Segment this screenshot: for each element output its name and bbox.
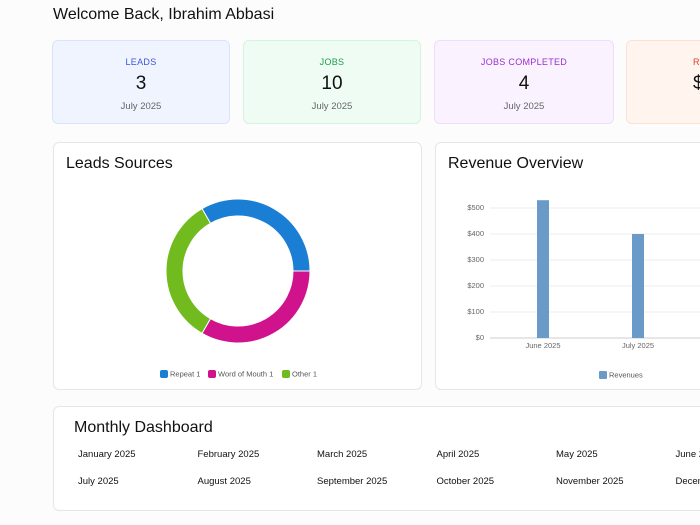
month-item[interactable]: December 2025 (675, 476, 700, 487)
month-item[interactable]: May 2025 (556, 449, 598, 460)
card-value: 3 (135, 73, 147, 94)
month-item[interactable]: March 2025 (317, 449, 368, 460)
card-value: 10 (321, 73, 343, 94)
card-label: LEADS (125, 57, 157, 67)
jobs-completed-card[interactable]: JOBS COMPLETED 4 July 2025 (434, 40, 614, 124)
card-value: 4 (518, 73, 530, 94)
month-item[interactable]: January 2025 (78, 449, 136, 460)
panel-title: Monthly Dashboard (74, 419, 213, 436)
card-label: JOBS COMPLETED (480, 57, 568, 67)
card-period: July 2025 (120, 101, 162, 112)
card-label: JOBS (319, 57, 345, 67)
monthly-panel: Monthly Dashboard (53, 406, 700, 511)
month-item[interactable]: August 2025 (197, 476, 251, 487)
month-item[interactable]: July 2025 (78, 476, 119, 487)
leads-panel: Leads Sources (53, 142, 422, 390)
card-period: July 2025 (503, 101, 545, 112)
month-item[interactable]: June 2025 (675, 449, 700, 460)
jobs-card[interactable]: JOBS 10 July 2025 (243, 40, 421, 124)
revenue-panel: Revenue Overview (435, 142, 700, 390)
welcome-title: Welcome Back, Ibrahim Abbasi (53, 6, 275, 23)
panel-title: Revenue Overview (448, 155, 584, 172)
month-item[interactable]: April 2025 (436, 449, 480, 460)
month-item[interactable]: November 2025 (556, 476, 624, 487)
month-item[interactable]: October 2025 (436, 476, 495, 487)
month-item[interactable]: September 2025 (317, 476, 388, 487)
revenue-card[interactable]: R $ (626, 40, 700, 124)
card-label: R (693, 57, 700, 67)
card-period: July 2025 (311, 101, 353, 112)
panel-title: Leads Sources (66, 155, 173, 172)
card-value: $ (693, 73, 700, 94)
month-item[interactable]: February 2025 (197, 449, 260, 460)
leads-card[interactable]: LEADS 3 July 2025 (52, 40, 230, 124)
